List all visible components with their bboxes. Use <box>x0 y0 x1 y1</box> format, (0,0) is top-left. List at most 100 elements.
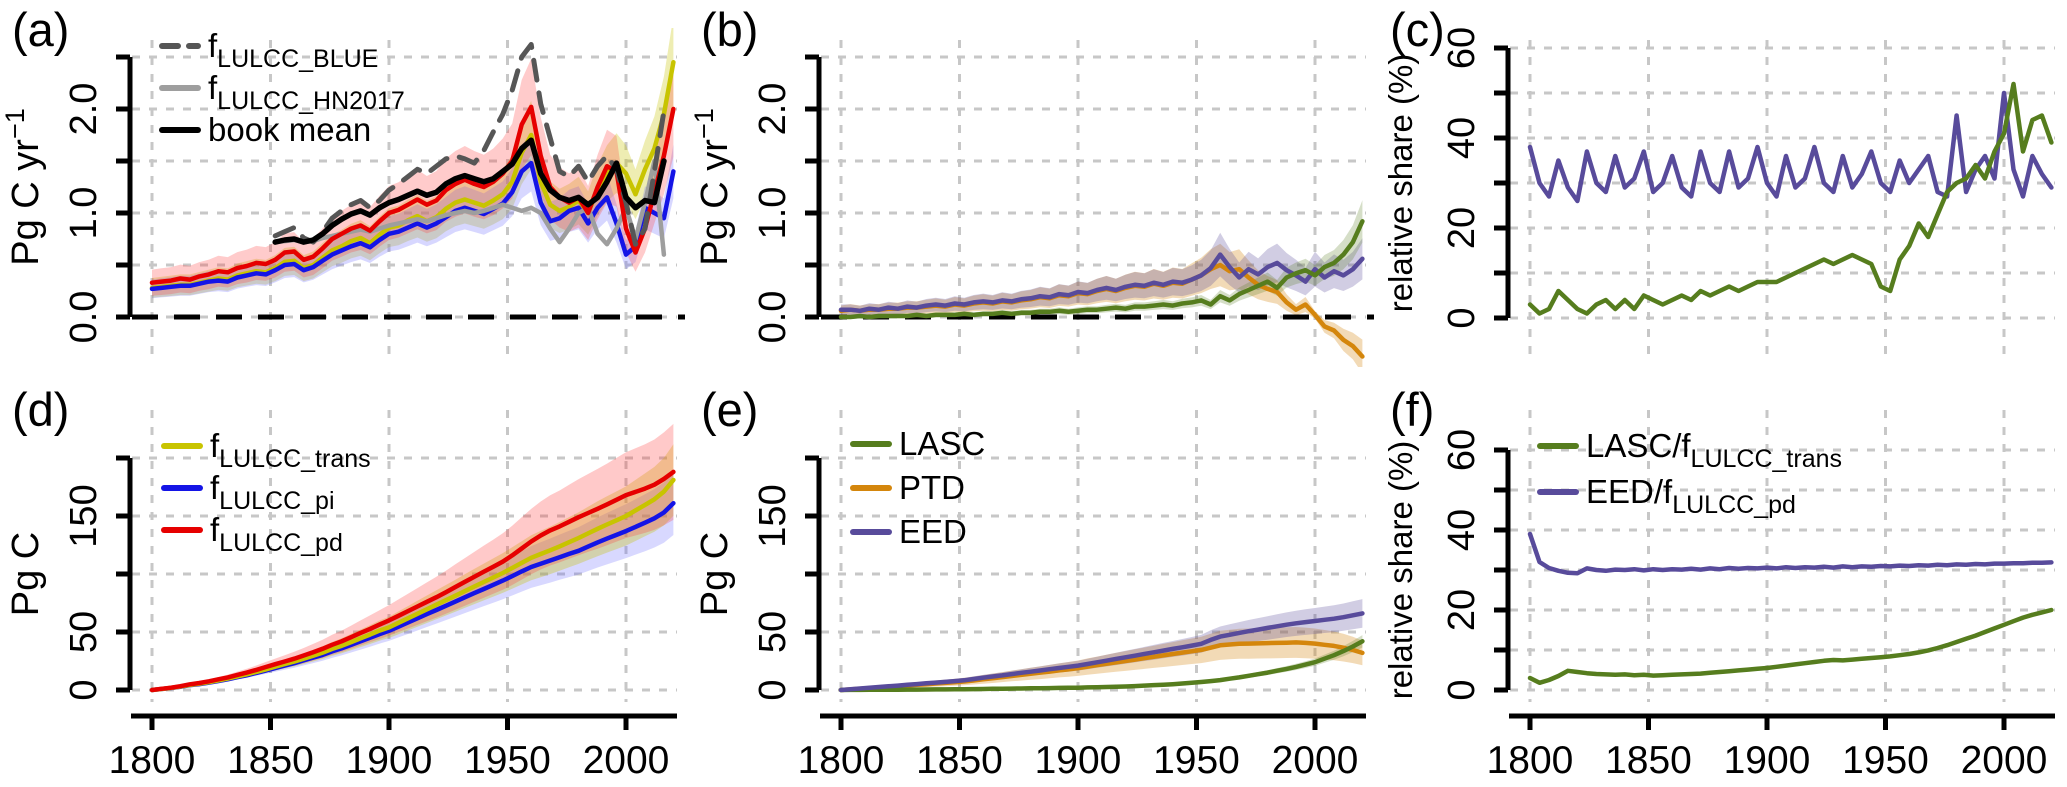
grid-f <box>1510 410 2055 702</box>
panel-f-label: (f) <box>1390 383 1435 436</box>
band-EED_flux <box>841 232 1363 316</box>
ytick-a-0.0: 0.0 <box>63 291 105 344</box>
y-axis-b: 0.0 1.0 2.0 <box>752 54 822 344</box>
ytick-c-60: 60 <box>1441 27 1483 69</box>
y-axis-a: 0.0 1.0 2.0 <box>63 54 133 344</box>
ytick-d-50: 50 <box>63 611 105 653</box>
ytick-e-50: 50 <box>752 611 794 653</box>
panel-d-svg: 0 50 150 Pg C 1800 1850 1900 1950 2000 fLULCC_tra… <box>5 410 677 782</box>
xtick-e-1900: 1900 <box>1035 739 1122 782</box>
ytick-e-0: 0 <box>752 679 794 700</box>
xtick-d-1850: 1850 <box>227 739 314 782</box>
ytick-a-1.0: 1.0 <box>63 187 105 240</box>
xtick-e-1950: 1950 <box>1153 739 1240 782</box>
line-LASC_flux <box>838 219 1365 320</box>
line-EED_share <box>1527 90 2054 204</box>
ytick-f-0: 0 <box>1441 679 1483 700</box>
panel-b-label: (b) <box>701 3 759 56</box>
xtick-f-2000: 2000 <box>1961 739 2048 782</box>
x-axis-f: 1800 1850 1900 1950 2000 <box>1487 713 2055 782</box>
line-f_LULCC_pd_cum <box>149 469 676 693</box>
xtick-e-2000: 2000 <box>1272 739 1359 782</box>
legend-label-e-2: EED <box>899 513 967 550</box>
line-EED_flux <box>838 252 1365 314</box>
grid-c <box>1510 40 2055 355</box>
panel-a-label: (a) <box>12 3 70 56</box>
panel-a-svg: 0.0 1.0 2.0 Pg C yr−1 fLULCC_BLUEfLULCC_HN20… <box>0 27 685 355</box>
ytick-c-0: 0 <box>1441 307 1483 328</box>
series-e <box>838 611 1365 693</box>
line-EED_over_fLULCC_pd <box>1527 531 2054 576</box>
line-f_LULCC_pi <box>149 160 676 292</box>
line-LASC_over_fLULCC_trans <box>1527 607 2054 686</box>
legend-e: LASC PTD EED <box>850 425 985 550</box>
panel-f-svg: 0 20 40 60 relative share (%) 1800 1850 1900 195… <box>1382 410 2055 782</box>
legend-label-a-1: fLULCC_HN2017 <box>208 69 405 115</box>
xtick-f-1950: 1950 <box>1842 739 1929 782</box>
xtick-e-1800: 1800 <box>798 739 885 782</box>
x-axis-d: 1800 1850 1900 1950 2000 <box>109 713 677 782</box>
y-title-a: Pg C yr−1 <box>0 108 47 266</box>
xtick-f-1800: 1800 <box>1487 739 1574 782</box>
legend-label-d-1: fLULCC_pi <box>210 469 335 515</box>
ytick-e-150: 150 <box>752 484 794 547</box>
y-title-f: relative share (%) <box>1382 441 1419 700</box>
line-LASC_share <box>1527 81 2054 316</box>
xtick-f-1900: 1900 <box>1724 739 1811 782</box>
ytick-d-150: 150 <box>63 484 105 547</box>
band-f_LULCC_trans_cum <box>152 444 674 690</box>
panel-b-svg: 0.0 1.0 2.0 Pg C yr−1 <box>689 40 1374 367</box>
line-EED_cum <box>838 611 1365 693</box>
xtick-d-1800: 1800 <box>109 739 196 782</box>
y-title-c: relative share (%) <box>1382 54 1419 313</box>
legend-label-e-0: LASC <box>899 425 985 462</box>
ytick-f-60: 60 <box>1441 429 1483 471</box>
line-f_LULCC_pd <box>149 104 676 285</box>
x-axis-e: 1800 1850 1900 1950 2000 <box>798 713 1366 782</box>
ytick-b-1.0: 1.0 <box>752 187 794 240</box>
y-title-d: Pg C <box>5 532 47 616</box>
panel-c-label: (c) <box>1390 3 1445 56</box>
y-axis-f: 0 20 40 60 <box>1441 429 1511 701</box>
panel-e-svg: 0 50 150 Pg C 1800 1850 1900 1950 2000 LASC PTD EED <box>694 410 1366 782</box>
line-f_LULCC_BLUE <box>272 42 667 247</box>
series-c <box>1527 81 2054 316</box>
ytick-d-0: 0 <box>63 679 105 700</box>
line-LASC_cum <box>838 639 1365 693</box>
xtick-f-1850: 1850 <box>1605 739 1692 782</box>
legend-label-d-0: fLULCC_trans <box>210 427 371 473</box>
y-title-e: Pg C <box>694 532 736 616</box>
ytick-f-40: 40 <box>1441 509 1483 551</box>
ytick-c-40: 40 <box>1441 117 1483 159</box>
grid-d <box>132 410 677 702</box>
bands-e <box>841 599 1363 692</box>
legend-label-f-1: EED/fLULCC_pd <box>1586 473 1796 519</box>
ytick-f-20: 20 <box>1441 589 1483 631</box>
legend-label-a-0: fLULCC_BLUE <box>208 27 378 73</box>
legend-label-d-2: fLULCC_pd <box>210 511 343 557</box>
band-f_LULCC_pd <box>152 58 674 296</box>
legend-label-a-2: book mean <box>208 111 371 148</box>
series-b <box>838 219 1365 359</box>
xtick-d-1950: 1950 <box>464 739 551 782</box>
panel-e-label: (e) <box>701 383 759 436</box>
ytick-b-0.0: 0.0 <box>752 291 794 344</box>
series-f <box>1527 531 2054 686</box>
xtick-e-1850: 1850 <box>916 739 1003 782</box>
y-axis-c: 0 20 40 60 <box>1441 27 1511 329</box>
panel-c-svg: 0 20 40 60 relative share (%) <box>1382 27 2055 355</box>
ytick-b-2.0: 2.0 <box>752 83 794 136</box>
bands-d <box>152 423 674 690</box>
series-a <box>149 42 676 292</box>
legend-label-f-0: LASC/fLULCC_trans <box>1586 427 1842 473</box>
ytick-c-20: 20 <box>1441 207 1483 249</box>
xtick-d-1900: 1900 <box>346 739 433 782</box>
xtick-d-2000: 2000 <box>583 739 670 782</box>
panel-d-label: (d) <box>12 383 70 436</box>
ytick-a-2.0: 2.0 <box>63 83 105 136</box>
y-title-b: Pg C yr−1 <box>689 108 736 266</box>
